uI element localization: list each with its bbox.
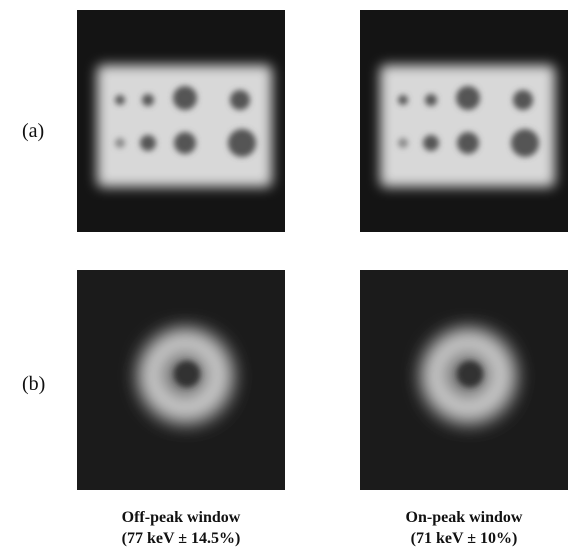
panel-label: (a): [22, 120, 44, 142]
image-a-off-peak: [77, 10, 285, 232]
image-a-on-peak: [360, 10, 568, 232]
figure: (a) (b) Off-peak window (77 keV ± 14.5%)…: [0, 0, 573, 550]
panel-label: (b): [22, 373, 45, 395]
image-b-on-peak: [360, 270, 568, 490]
caption: (77 keV ± 14.5%): [122, 530, 241, 547]
caption: (71 keV ± 10%): [411, 530, 518, 547]
image-b-off-peak: [77, 270, 285, 490]
caption: On-peak window: [406, 509, 523, 526]
caption: Off-peak window: [122, 509, 241, 526]
